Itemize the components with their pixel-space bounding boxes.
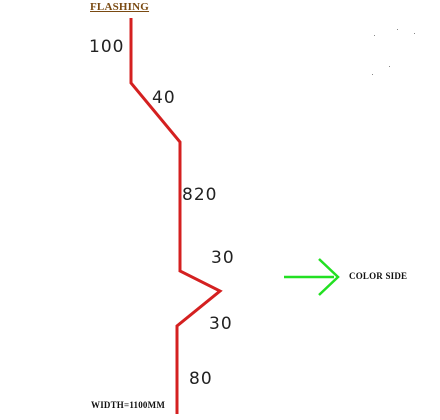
dimension-label: 80: [189, 369, 213, 389]
dimension-label: 820: [182, 185, 218, 205]
flashing-profile-line: [129, 18, 223, 414]
width-label: WIDTH=1100MM: [91, 400, 166, 410]
color-side-arrow-icon: [284, 258, 340, 296]
speckle-marks: [372, 29, 415, 75]
dimension-label: 100: [89, 37, 125, 57]
dimension-label: 30: [211, 248, 235, 268]
color-side-label: COLOR SIDE: [349, 271, 408, 281]
dimension-label: 30: [209, 314, 233, 334]
dimension-label: 40: [152, 88, 176, 108]
diagram-title: FLASHING: [90, 1, 150, 13]
